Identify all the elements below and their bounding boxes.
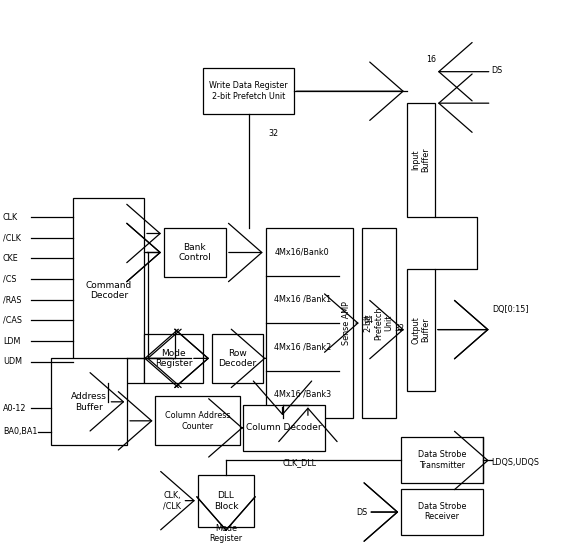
- Text: Row
Decoder: Row Decoder: [218, 349, 257, 368]
- Text: Bank
Control: Bank Control: [179, 243, 211, 262]
- Text: CLK: CLK: [3, 213, 18, 222]
- Text: 64: 64: [364, 316, 374, 325]
- Bar: [164, 228, 226, 277]
- Text: DS: DS: [356, 508, 367, 516]
- Text: Write Data Register
2-bit Prefetch Unit: Write Data Register 2-bit Prefetch Unit: [209, 81, 288, 100]
- Text: Sense AMP: Sense AMP: [342, 301, 350, 345]
- Bar: [198, 475, 254, 527]
- Bar: [243, 405, 325, 451]
- Text: CKE: CKE: [3, 254, 19, 263]
- Bar: [401, 489, 483, 535]
- Bar: [212, 334, 263, 383]
- Bar: [73, 198, 144, 383]
- Text: Command
Decoder: Command Decoder: [86, 281, 132, 300]
- Text: /RAS: /RAS: [3, 295, 21, 304]
- Text: Column Decoder: Column Decoder: [246, 423, 321, 432]
- Text: 4Mx16/Bank0: 4Mx16/Bank0: [275, 247, 329, 256]
- Text: 16: 16: [427, 55, 437, 64]
- Bar: [401, 437, 483, 483]
- Bar: [144, 334, 203, 383]
- Text: 4Mx16 /Bank1: 4Mx16 /Bank1: [273, 295, 331, 304]
- Text: CLK,
/CLK: CLK, /CLK: [163, 491, 181, 510]
- Bar: [407, 103, 435, 217]
- Text: LDQS,UDQS: LDQS,UDQS: [492, 458, 540, 467]
- Bar: [362, 228, 396, 418]
- Text: DS: DS: [492, 66, 503, 75]
- Text: DLL
Block: DLL Block: [214, 491, 238, 510]
- Text: 4Mx16 /Bank2: 4Mx16 /Bank2: [273, 342, 331, 351]
- Text: Data Strobe
Transmitter: Data Strobe Transmitter: [418, 451, 466, 470]
- Text: BA0,BA1: BA0,BA1: [3, 427, 37, 436]
- Text: 2-bit
Prefetch
Unit: 2-bit Prefetch Unit: [364, 306, 393, 340]
- Text: 4Mx16 /Bank3: 4Mx16 /Bank3: [273, 390, 331, 399]
- Text: A0-12: A0-12: [3, 404, 27, 413]
- Text: UDM: UDM: [3, 357, 22, 366]
- Text: DQ[0:15]: DQ[0:15]: [493, 305, 529, 314]
- Text: CLK_DLL: CLK_DLL: [282, 458, 316, 467]
- Bar: [407, 269, 435, 391]
- Text: Output
Buffer: Output Buffer: [411, 316, 431, 344]
- Text: 32: 32: [394, 324, 405, 333]
- Text: /CAS: /CAS: [3, 316, 22, 325]
- Text: /CLK: /CLK: [3, 233, 21, 242]
- Text: LDM: LDM: [3, 337, 20, 345]
- Text: Data Strobe
Receiver: Data Strobe Receiver: [418, 502, 466, 521]
- Text: Mode
Register: Mode Register: [210, 523, 242, 543]
- Text: Address
Buffer: Address Buffer: [71, 392, 107, 412]
- Text: /CS: /CS: [3, 275, 16, 283]
- Text: 32: 32: [268, 129, 279, 137]
- Text: Mode
Register: Mode Register: [155, 349, 193, 368]
- Text: Input
Buffer: Input Buffer: [411, 148, 431, 173]
- Bar: [203, 68, 294, 114]
- Bar: [155, 396, 240, 445]
- Bar: [51, 358, 127, 445]
- Text: Column Address
Counter: Column Address Counter: [165, 411, 231, 431]
- Bar: [266, 228, 353, 418]
